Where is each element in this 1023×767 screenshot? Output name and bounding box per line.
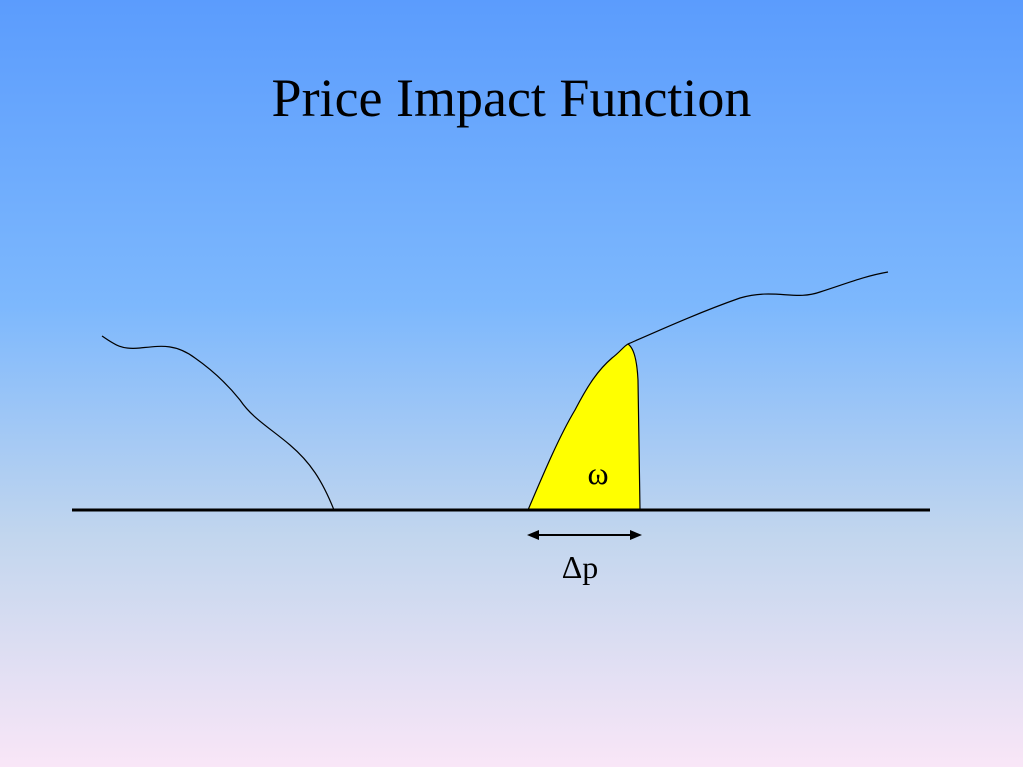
delta-p-label: Δp xyxy=(561,549,599,585)
slide-title: Price Impact Function xyxy=(271,68,752,128)
omega-label: ω xyxy=(587,455,609,491)
delta-p-arrow-left-head xyxy=(527,530,539,540)
right-curve xyxy=(627,271,889,345)
delta-p-arrow-right-head xyxy=(630,530,642,540)
left-curve xyxy=(101,335,335,511)
omega-region xyxy=(527,343,641,511)
